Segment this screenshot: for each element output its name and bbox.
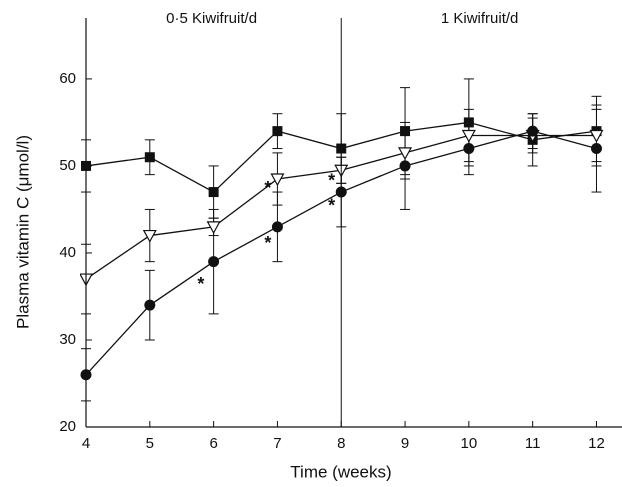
significance-mark: * <box>328 196 335 216</box>
x-tick-label: 4 <box>82 435 90 452</box>
marker <box>208 187 219 198</box>
x-tick-label: 12 <box>588 435 605 452</box>
marker <box>144 299 156 311</box>
marker <box>270 173 285 187</box>
significance-mark: * <box>328 170 335 190</box>
y-tick-label: 60 <box>59 70 76 87</box>
y-tick-label: 30 <box>59 331 76 348</box>
phase-label: 1 Kiwifruit/d <box>441 10 519 27</box>
marker <box>399 160 411 172</box>
marker <box>527 125 539 137</box>
x-tick-label: 8 <box>337 435 345 452</box>
marker <box>461 129 476 143</box>
x-tick-label: 10 <box>461 435 478 452</box>
y-axis-title: Plasma vitamin C (μmol/l) <box>13 135 32 329</box>
marker <box>590 143 602 155</box>
x-tick-label: 5 <box>146 435 154 452</box>
y-tick-label: 20 <box>59 418 76 435</box>
marker <box>272 126 283 137</box>
marker <box>463 143 475 155</box>
marker <box>206 221 221 235</box>
marker <box>144 152 155 163</box>
marker <box>400 126 411 137</box>
marker <box>142 229 157 243</box>
significance-mark: * <box>264 233 271 253</box>
significance-mark: * <box>197 274 204 294</box>
marker <box>208 256 220 268</box>
x-tick-label: 9 <box>401 435 409 452</box>
phase-label: 0·5 Kiwifruit/d <box>166 10 257 27</box>
marker <box>463 117 474 128</box>
marker <box>398 147 413 161</box>
x-tick-label: 11 <box>525 435 541 452</box>
marker <box>589 129 604 143</box>
x-tick-label: 7 <box>273 435 281 452</box>
y-tick-label: 40 <box>59 244 76 261</box>
marker <box>271 221 283 233</box>
y-tick-label: 50 <box>59 157 76 174</box>
x-tick-label: 6 <box>209 435 217 452</box>
significance-mark: * <box>264 178 271 198</box>
x-axis-title: Time (weeks) <box>290 462 391 481</box>
